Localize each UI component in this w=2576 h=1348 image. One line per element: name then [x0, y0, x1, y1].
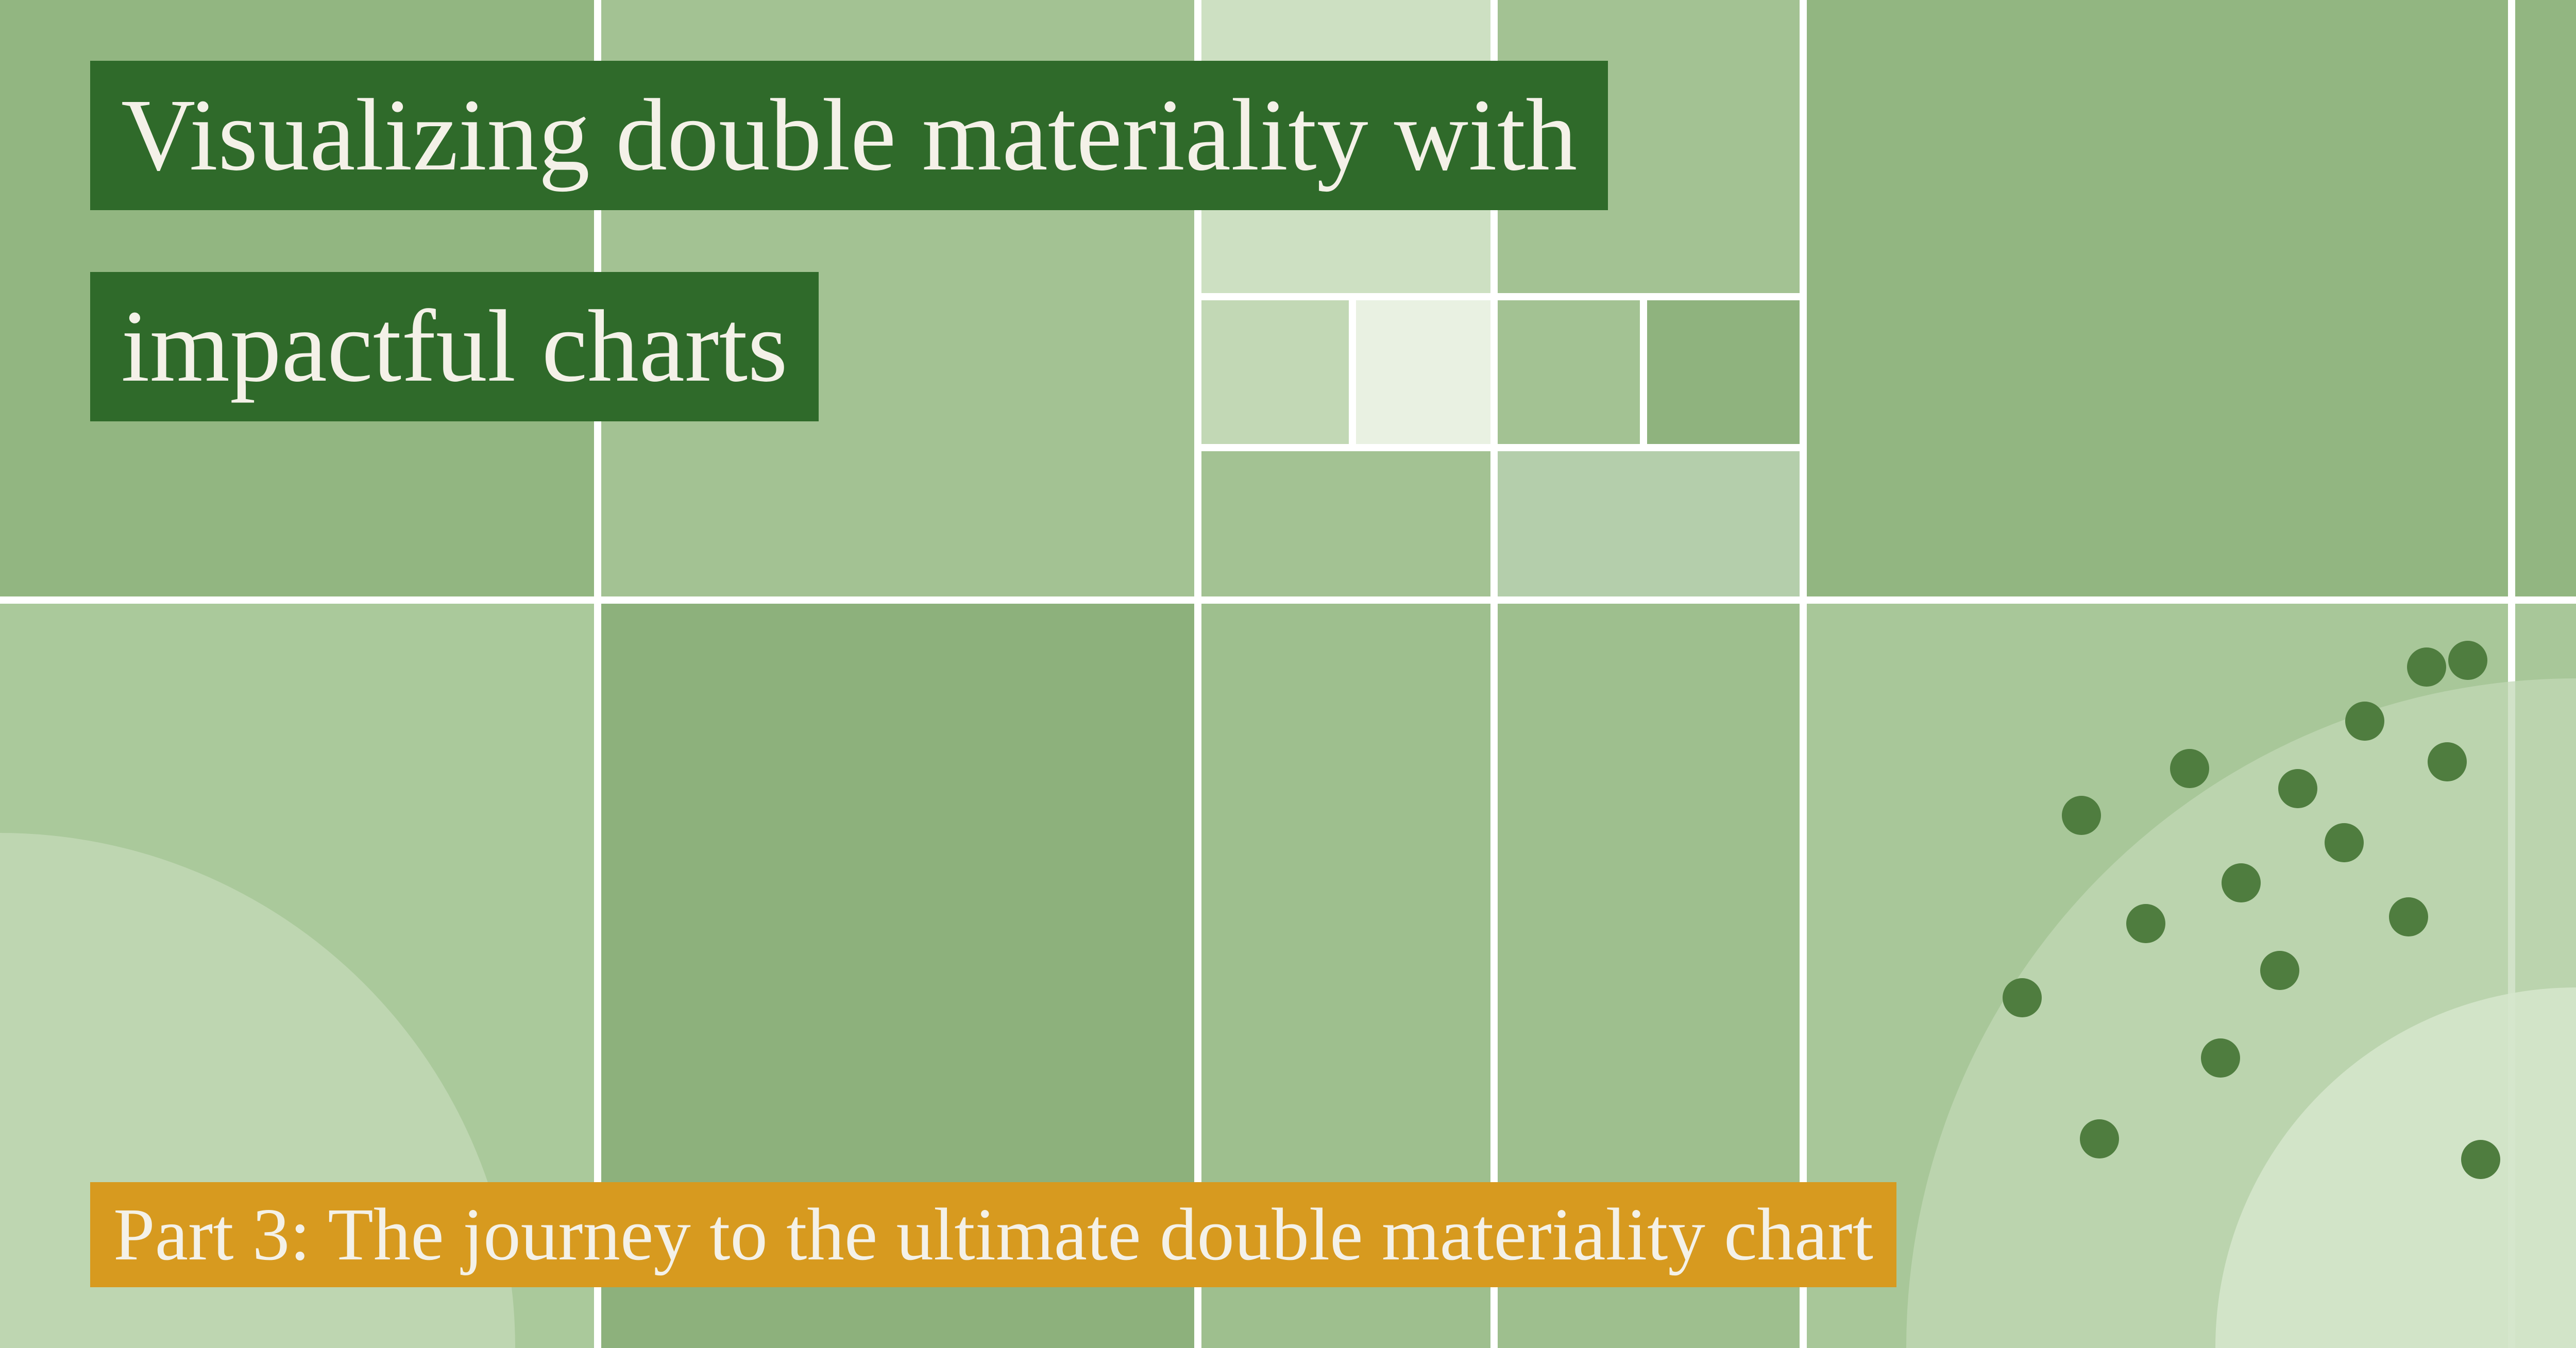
scatter-dot	[2278, 769, 2317, 808]
infographic-canvas: Visualizing double materiality with impa…	[0, 0, 2576, 1348]
title-line-1: Visualizing double materiality with	[90, 61, 1608, 210]
scatter-dot	[2345, 702, 2384, 741]
scatter-dot	[2407, 647, 2446, 687]
scatter-dot	[2260, 951, 2299, 990]
scatter-dot	[2062, 796, 2101, 835]
title-line-2: impactful charts	[90, 272, 819, 421]
scatter-dot	[2126, 904, 2165, 943]
scatter-dot	[2428, 742, 2467, 781]
scatter-dot	[2080, 1119, 2119, 1158]
subtitle-text: Part 3: The journey to the ultimate doub…	[90, 1182, 1896, 1287]
scatter-dot	[2201, 1038, 2240, 1078]
scatter-dot	[2222, 863, 2261, 902]
scatter-dot	[2003, 978, 2042, 1017]
scatter-dot	[2461, 1140, 2500, 1179]
scatter-dot	[2325, 823, 2364, 862]
scatter-dot	[2448, 641, 2487, 680]
scatter-dot	[2170, 749, 2209, 788]
scatter-dot	[2389, 897, 2428, 936]
subtitle: Part 3: The journey to the ultimate doub…	[90, 1182, 1896, 1287]
main-title: Visualizing double materiality with impa…	[90, 61, 1608, 421]
